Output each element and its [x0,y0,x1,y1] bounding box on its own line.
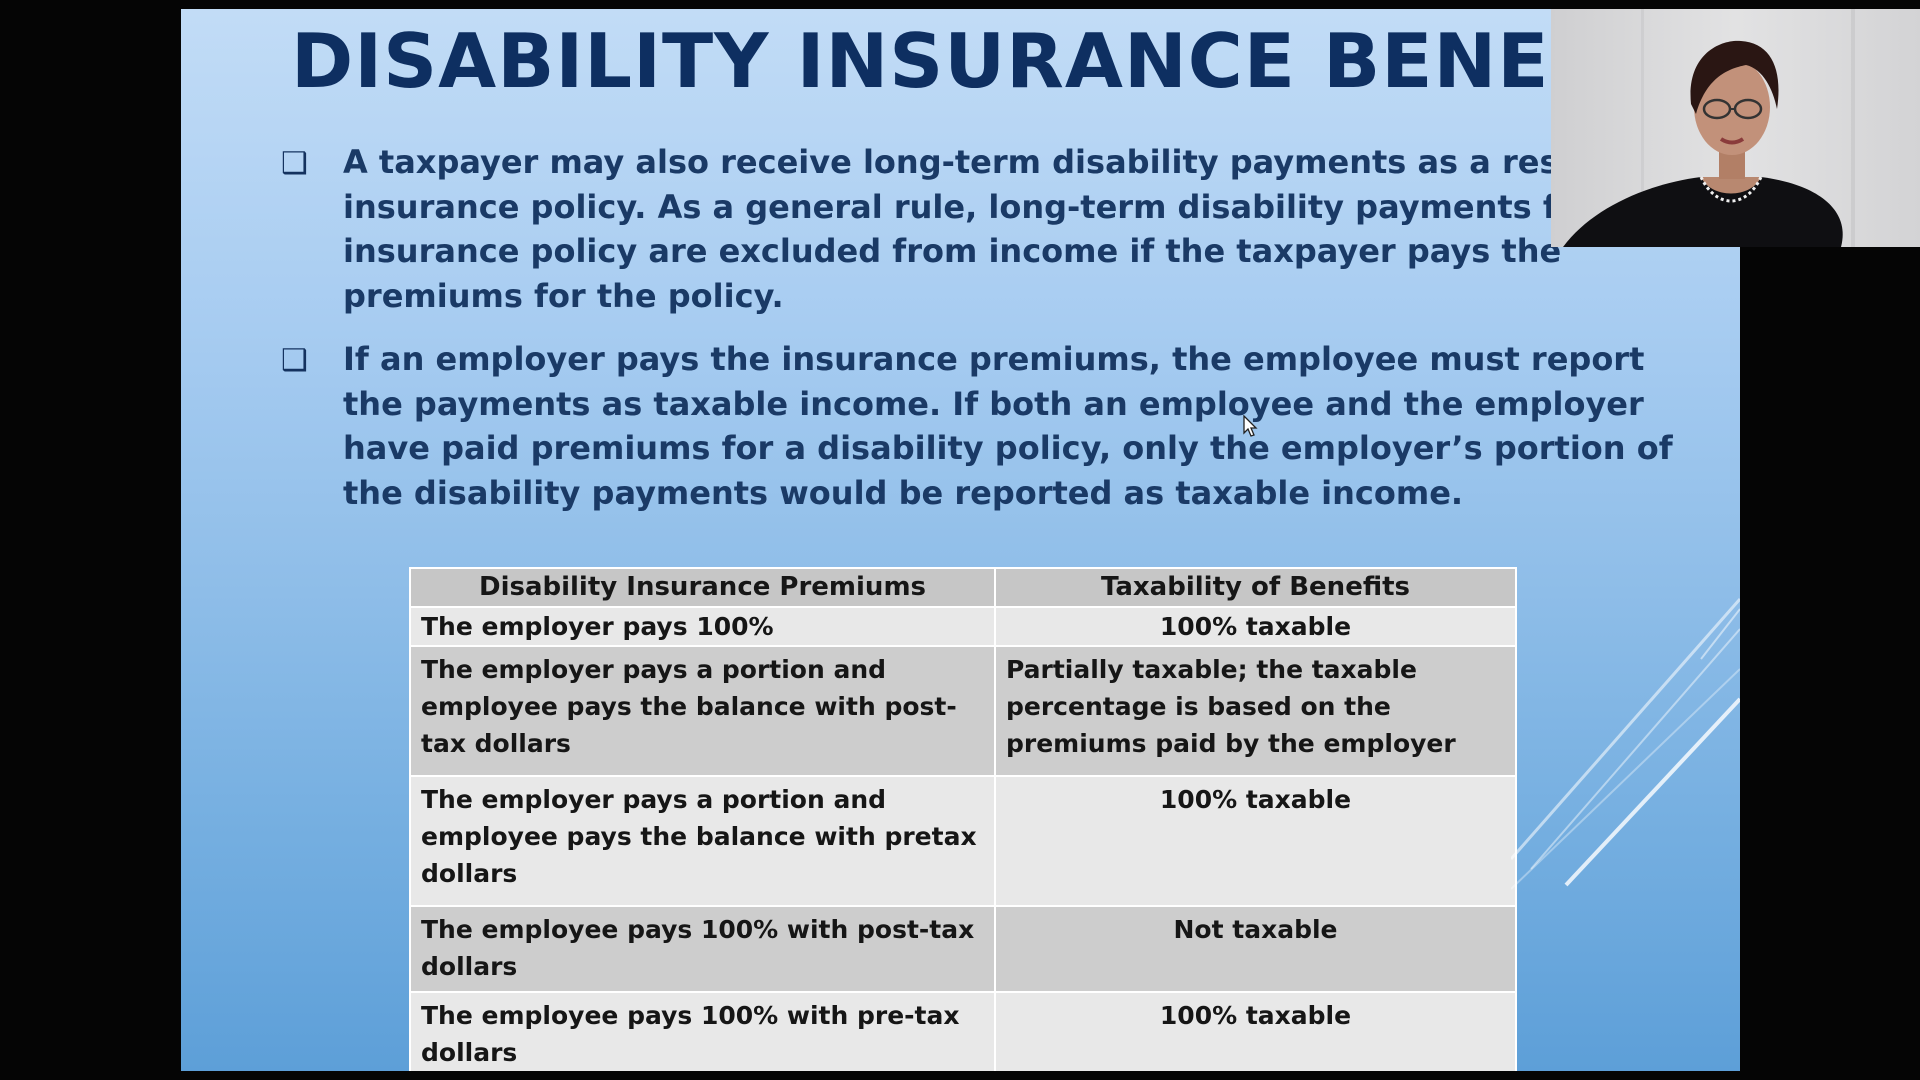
decorative-diagonal-lines [1511,598,1740,890]
hollow-square-bullet-icon: ❑ [281,343,308,378]
header-taxability: Taxability of Benefits [994,567,1517,608]
taxability-table: Disability Insurance Premiums Taxability… [409,567,1517,1071]
mouse-pointer-icon [1243,415,1258,437]
table-row: The employer pays a portion and employee… [409,645,1517,777]
table-row: The employee pays 100% with post-tax dol… [409,905,1517,993]
taxability-cell: 100% taxable [994,606,1517,647]
premiums-cell: The employee pays 100% with pre-tax doll… [409,991,996,1071]
premiums-cell: The employer pays a portion and employee… [409,645,996,777]
table-row: The employer pays 100% 100% taxable [409,606,1517,647]
webcam-overlay [1551,9,1920,247]
hollow-square-bullet-icon: ❑ [281,146,308,181]
slide-title: DISABILITY INSURANCE BENEFITS [291,17,1738,105]
taxability-cell: Partially taxable; the taxable percentag… [994,645,1517,777]
presentation-slide: DISABILITY INSURANCE BENEFITS ❑ A taxpay… [181,9,1740,1071]
taxability-cell: 100% taxable [994,775,1517,907]
bullet-text: A taxpayer may also receive long-term di… [343,143,1711,315]
header-premiums: Disability Insurance Premiums [409,567,996,608]
table-row: The employee pays 100% with pre-tax doll… [409,991,1517,1071]
taxability-table-container: Disability Insurance Premiums Taxability… [409,567,1517,1071]
taxability-cell: Not taxable [994,905,1517,993]
premiums-cell: The employer pays 100% [409,606,996,647]
table-header-row: Disability Insurance Premiums Taxability… [409,567,1517,608]
table-row: The employer pays a portion and employee… [409,775,1517,907]
bullet-text: If an employer pays the insurance premiu… [343,340,1673,512]
taxability-cell: 100% taxable [994,991,1517,1071]
presenter-video [1551,9,1920,247]
premiums-cell: The employee pays 100% with post-tax dol… [409,905,996,993]
premiums-cell: The employer pays a portion and employee… [409,775,996,907]
